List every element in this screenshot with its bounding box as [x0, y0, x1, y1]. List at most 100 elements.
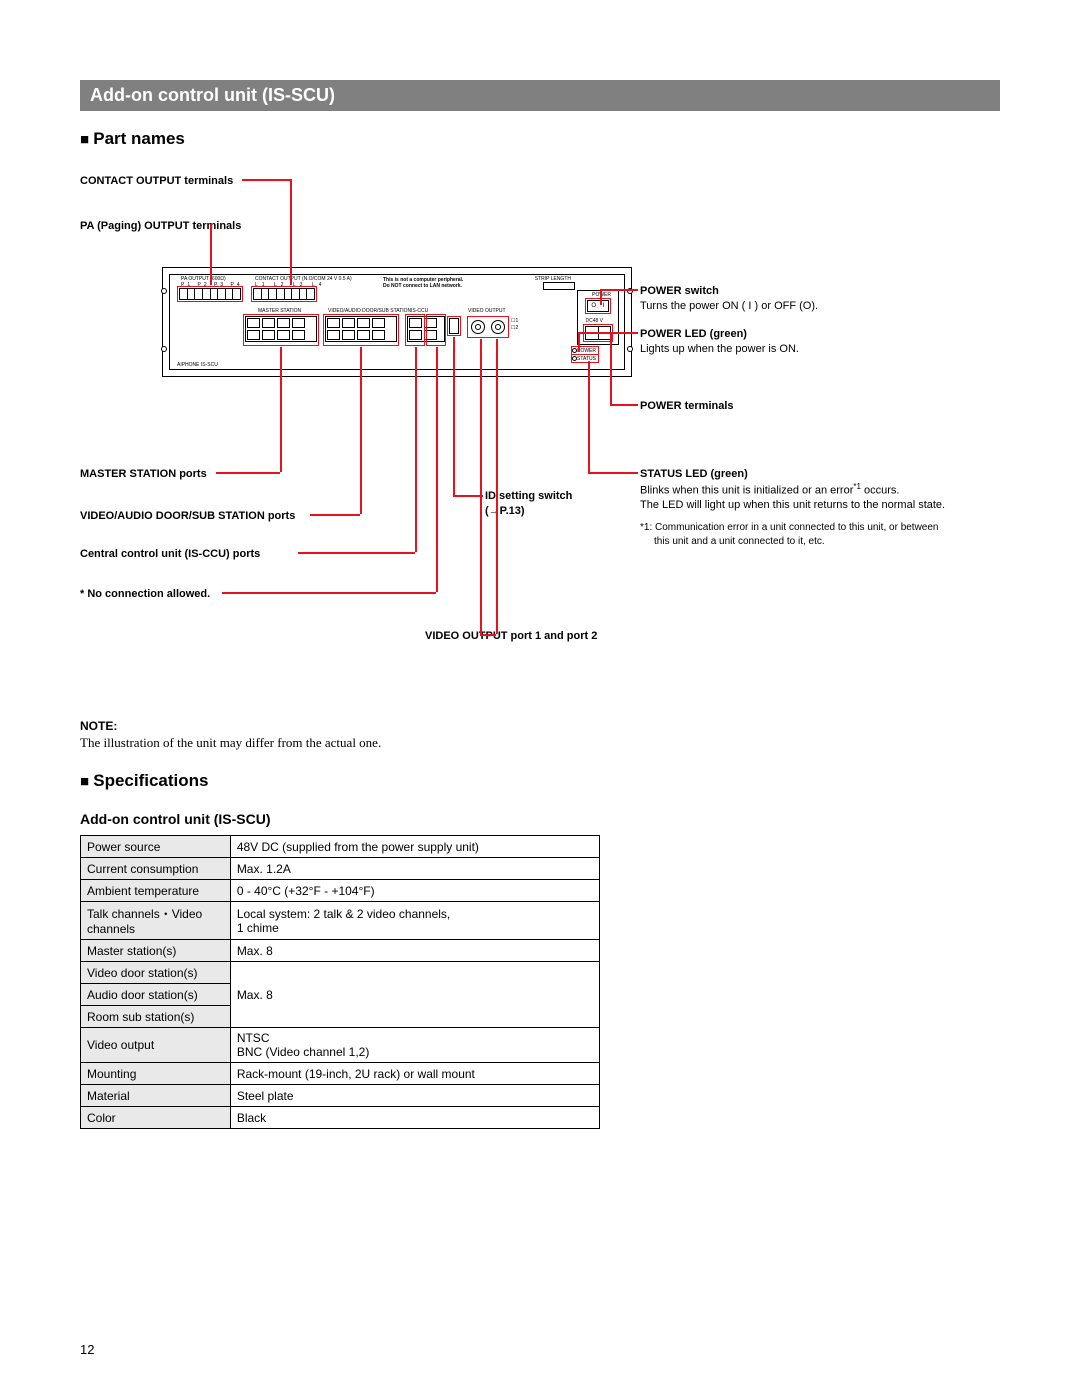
- panel-text-master: MASTER STATION: [258, 308, 301, 314]
- table-row: Power source48V DC (supplied from the po…: [81, 836, 600, 858]
- spec-value: Max. 8: [230, 962, 599, 1028]
- title-bar: Add-on control unit (IS-SCU): [80, 80, 1000, 111]
- leader-pwrled-h: [578, 332, 638, 334]
- status-led-text: STATUS LED (green): [640, 468, 748, 480]
- panel-brand: AIPHONE IS-SCU: [177, 362, 218, 368]
- label-status-led: STATUS LED (green) Blinks when this unit…: [640, 467, 950, 548]
- leader-vout-v1: [480, 339, 482, 634]
- spec-label: Ambient temperature: [81, 880, 231, 902]
- label-id-switch: ID setting switch (→P.13): [485, 489, 605, 519]
- table-row: MaterialSteel plate: [81, 1085, 600, 1107]
- label-contact-output: CONTACT OUTPUT terminals: [80, 174, 233, 189]
- spec-value: 48V DC (supplied from the power supply u…: [230, 836, 599, 858]
- leader-pa-v: [210, 224, 212, 285]
- leader-pwrsw-v: [600, 289, 602, 305]
- id-switch-ref: (→P.13): [485, 504, 605, 519]
- leader-contact-h: [242, 179, 290, 181]
- note-heading: NOTE:: [80, 719, 1000, 733]
- leader-master-h: [216, 472, 280, 474]
- leader-vad-h: [310, 514, 360, 516]
- label-vad-ports: VIDEO/AUDIO DOOR/SUB STATION ports: [80, 509, 295, 524]
- spec-value: 0 - 40°C (+32°F - +104°F): [230, 880, 599, 902]
- contact-terminal-block: [253, 288, 315, 300]
- leader-vout-hb: [480, 634, 496, 636]
- section-specifications: Specifications: [80, 771, 1000, 791]
- leader-pwrterm-h: [610, 404, 638, 406]
- page-number: 12: [80, 1342, 94, 1357]
- leader-pwrled-v: [578, 332, 580, 352]
- bnc1-icon: [471, 320, 485, 334]
- note-body: The illustration of the unit may differ …: [80, 735, 1000, 751]
- bnc2-icon: [491, 320, 505, 334]
- spec-label: Talk channels・Video channels: [81, 902, 231, 940]
- power-led-icon: [572, 348, 577, 353]
- leader-noconn-v: [436, 347, 438, 592]
- label-power-led: POWER LED (green) Lights up when the pow…: [640, 327, 900, 357]
- table-row: Ambient temperature0 - 40°C (+32°F - +10…: [81, 880, 600, 902]
- spec-value: Local system: 2 talk & 2 video channels,…: [230, 902, 599, 940]
- status-led-footnote: *1: Communication error in a unit connec…: [640, 521, 950, 548]
- strip-gauge: [543, 282, 575, 290]
- power-led-sub: Lights up when the power is ON.: [640, 342, 900, 357]
- leader-pwrterm-v: [610, 333, 612, 404]
- leader-status-h: [588, 472, 638, 474]
- power-switch-text: POWER switch: [640, 285, 719, 297]
- spec-label: Color: [81, 1107, 231, 1129]
- device-panel: PA OUTPUT (600Ω) P1 P2 P3 P4 CONTACT OUT…: [162, 267, 632, 377]
- id-switch-icon: [449, 318, 459, 334]
- table-row: Master station(s)Max. 8: [81, 940, 600, 962]
- spec-label: Audio door station(s): [81, 984, 231, 1006]
- panel-text-power: POWER: [592, 292, 611, 298]
- panel-text-status: STATUS: [577, 356, 596, 362]
- panel-text-vad: VIDEO/AUDIO DOOR/SUB STATION: [328, 308, 411, 314]
- mount-hole-icon: [627, 346, 633, 352]
- spec-label: Current consumption: [81, 858, 231, 880]
- table-row: Video door station(s)Max. 8: [81, 962, 600, 984]
- id-switch-text: ID setting switch: [485, 490, 572, 502]
- panel-text-isccu: IS-CCU: [411, 308, 428, 314]
- label-master-station: MASTER STATION ports: [80, 467, 207, 482]
- leader-id-h: [453, 495, 483, 497]
- spec-label: Mounting: [81, 1063, 231, 1085]
- section-part-names: Part names: [80, 129, 1000, 149]
- spec-value: Max. 1.2A: [230, 858, 599, 880]
- pa-terminal-block: [179, 288, 241, 300]
- label-no-conn: * No connection allowed.: [80, 587, 210, 602]
- power-led-text: POWER LED (green): [640, 328, 747, 340]
- panel-power-label: POWER: [577, 348, 596, 354]
- table-row: Talk channels・Video channelsLocal system…: [81, 902, 600, 940]
- spec-value: NTSC BNC (Video channel 1,2): [230, 1028, 599, 1063]
- page: Add-on control unit (IS-SCU) Part names …: [80, 80, 1000, 1317]
- leader-status-v: [588, 361, 590, 472]
- leader-master-v: [280, 347, 282, 472]
- leader-contact-v: [290, 179, 292, 285]
- status-led-icon: [572, 356, 577, 361]
- leader-vad-v: [360, 347, 362, 514]
- leader-id-v: [453, 337, 455, 495]
- label-pa-output: PA (Paging) OUTPUT terminals: [80, 219, 241, 234]
- table-row: Video outputNTSC BNC (Video channel 1,2): [81, 1028, 600, 1063]
- status-led-sub1: Blinks when this unit is initialized or …: [640, 482, 950, 499]
- mount-hole-icon: [161, 346, 167, 352]
- spec-value: Black: [230, 1107, 599, 1129]
- spec-value: Max. 8: [230, 940, 599, 962]
- leader-noconn-h: [222, 592, 436, 594]
- spec-label: Room sub station(s): [81, 1006, 231, 1028]
- table-row: ColorBlack: [81, 1107, 600, 1129]
- spec-subtitle: Add-on control unit (IS-SCU): [80, 811, 1000, 827]
- spec-value: Steel plate: [230, 1085, 599, 1107]
- label-power-terminals: POWER terminals: [640, 399, 900, 414]
- mount-hole-icon: [161, 288, 167, 294]
- vad-ports: [325, 316, 397, 342]
- spec-label: Video door station(s): [81, 962, 231, 984]
- master-ports: [245, 316, 317, 342]
- status-led-sub2: The LED will light up when this unit ret…: [640, 498, 950, 513]
- panel-text-dc48: DC48 V: [585, 318, 603, 324]
- label-video-output: VIDEO OUTPUT port 1 and port 2: [425, 629, 597, 644]
- bnc-numbers: ☐1☐2: [511, 318, 518, 332]
- specs-table: Power source48V DC (supplied from the po…: [80, 835, 600, 1129]
- spec-label: Power source: [81, 836, 231, 858]
- label-ccu-ports: Central control unit (IS-CCU) ports: [80, 547, 260, 562]
- leader-vout-v2: [496, 339, 498, 634]
- power-switch-icon: OI: [587, 300, 609, 312]
